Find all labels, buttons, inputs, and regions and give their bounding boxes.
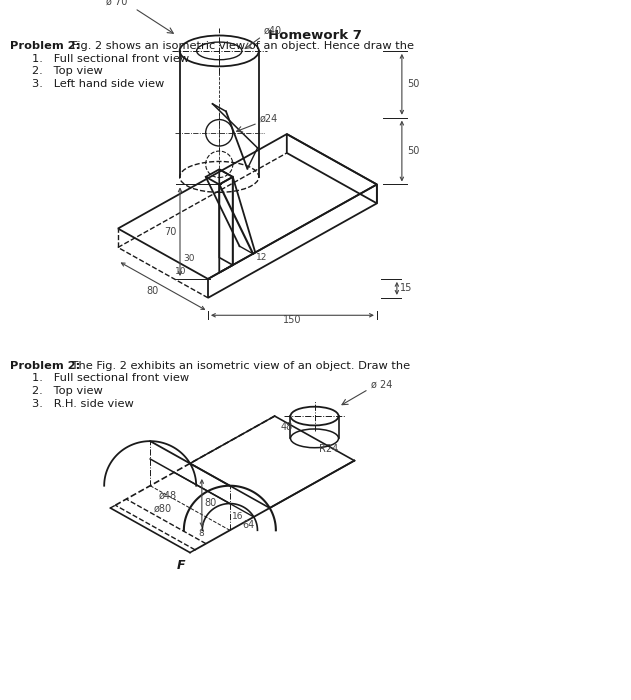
Text: 2.   Top view: 2. Top view xyxy=(32,386,103,396)
Text: Problem 2:: Problem 2: xyxy=(10,41,80,51)
Text: 80: 80 xyxy=(147,286,159,296)
Text: 12: 12 xyxy=(256,253,268,262)
Text: 1.   Full sectional front view: 1. Full sectional front view xyxy=(32,373,189,384)
Text: 1.   Full sectional front view: 1. Full sectional front view xyxy=(32,54,189,64)
Text: 3.   Left hand side view: 3. Left hand side view xyxy=(32,79,164,89)
Text: 10: 10 xyxy=(175,267,186,276)
Text: R24: R24 xyxy=(319,444,338,454)
Text: ø80: ø80 xyxy=(154,503,172,513)
Text: 3.   R.H. side view: 3. R.H. side view xyxy=(32,398,134,409)
Text: 64: 64 xyxy=(242,520,255,531)
Text: The Fig. 2 exhibits an isometric view of an object. Draw the: The Fig. 2 exhibits an isometric view of… xyxy=(68,360,410,371)
Text: ø40: ø40 xyxy=(264,25,282,36)
Text: Homework 7: Homework 7 xyxy=(268,29,362,43)
Text: 8: 8 xyxy=(198,529,204,538)
Text: 50: 50 xyxy=(407,146,419,156)
Text: 16: 16 xyxy=(232,512,244,521)
Text: 48: 48 xyxy=(281,422,293,432)
Text: ø48: ø48 xyxy=(159,491,177,500)
Text: Problem 2:: Problem 2: xyxy=(10,360,80,371)
Text: ø24: ø24 xyxy=(260,113,278,123)
Text: 80: 80 xyxy=(205,498,217,508)
Text: ø 24: ø 24 xyxy=(370,379,392,389)
Text: 30: 30 xyxy=(184,253,195,262)
Text: 2.   Top view: 2. Top view xyxy=(32,66,103,76)
Text: 70: 70 xyxy=(165,227,177,237)
Text: 15: 15 xyxy=(400,284,412,293)
Text: ø 70: ø 70 xyxy=(106,0,127,6)
Text: F: F xyxy=(177,559,186,572)
Text: 150: 150 xyxy=(283,315,302,325)
Text: Fig. 2 shows an isometric view of an object. Hence draw the: Fig. 2 shows an isometric view of an obj… xyxy=(68,41,414,51)
Text: 50: 50 xyxy=(407,79,419,90)
